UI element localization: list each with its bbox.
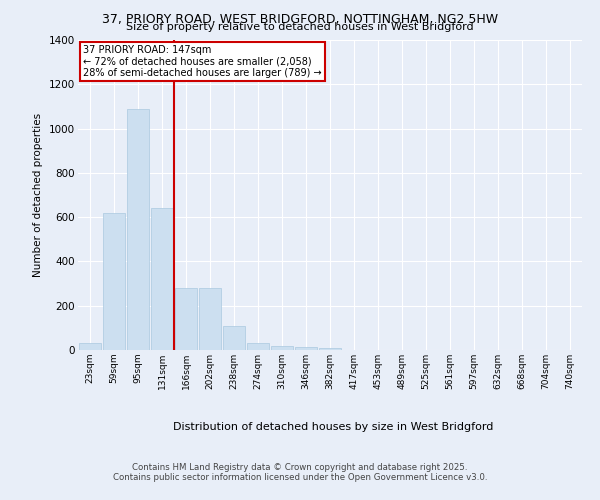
Bar — [151, 208, 173, 350]
Bar — [295, 346, 317, 350]
Text: Contains HM Land Registry data © Crown copyright and database right 2025.: Contains HM Land Registry data © Crown c… — [132, 462, 468, 471]
Bar — [175, 288, 197, 350]
Text: 37 PRIORY ROAD: 147sqm
← 72% of detached houses are smaller (2,058)
28% of semi-: 37 PRIORY ROAD: 147sqm ← 72% of detached… — [83, 44, 322, 78]
Text: Size of property relative to detached houses in West Bridgford: Size of property relative to detached ho… — [126, 22, 474, 32]
Bar — [247, 344, 269, 350]
Text: Contains public sector information licensed under the Open Government Licence v3: Contains public sector information licen… — [113, 472, 487, 482]
Bar — [223, 326, 245, 350]
Bar — [199, 288, 221, 350]
Text: Distribution of detached houses by size in West Bridgford: Distribution of detached houses by size … — [173, 422, 493, 432]
Bar — [103, 212, 125, 350]
Text: 37, PRIORY ROAD, WEST BRIDGFORD, NOTTINGHAM, NG2 5HW: 37, PRIORY ROAD, WEST BRIDGFORD, NOTTING… — [102, 12, 498, 26]
Y-axis label: Number of detached properties: Number of detached properties — [34, 113, 43, 277]
Bar — [271, 346, 293, 350]
Bar — [319, 348, 341, 350]
Bar — [127, 108, 149, 350]
Bar — [79, 344, 101, 350]
